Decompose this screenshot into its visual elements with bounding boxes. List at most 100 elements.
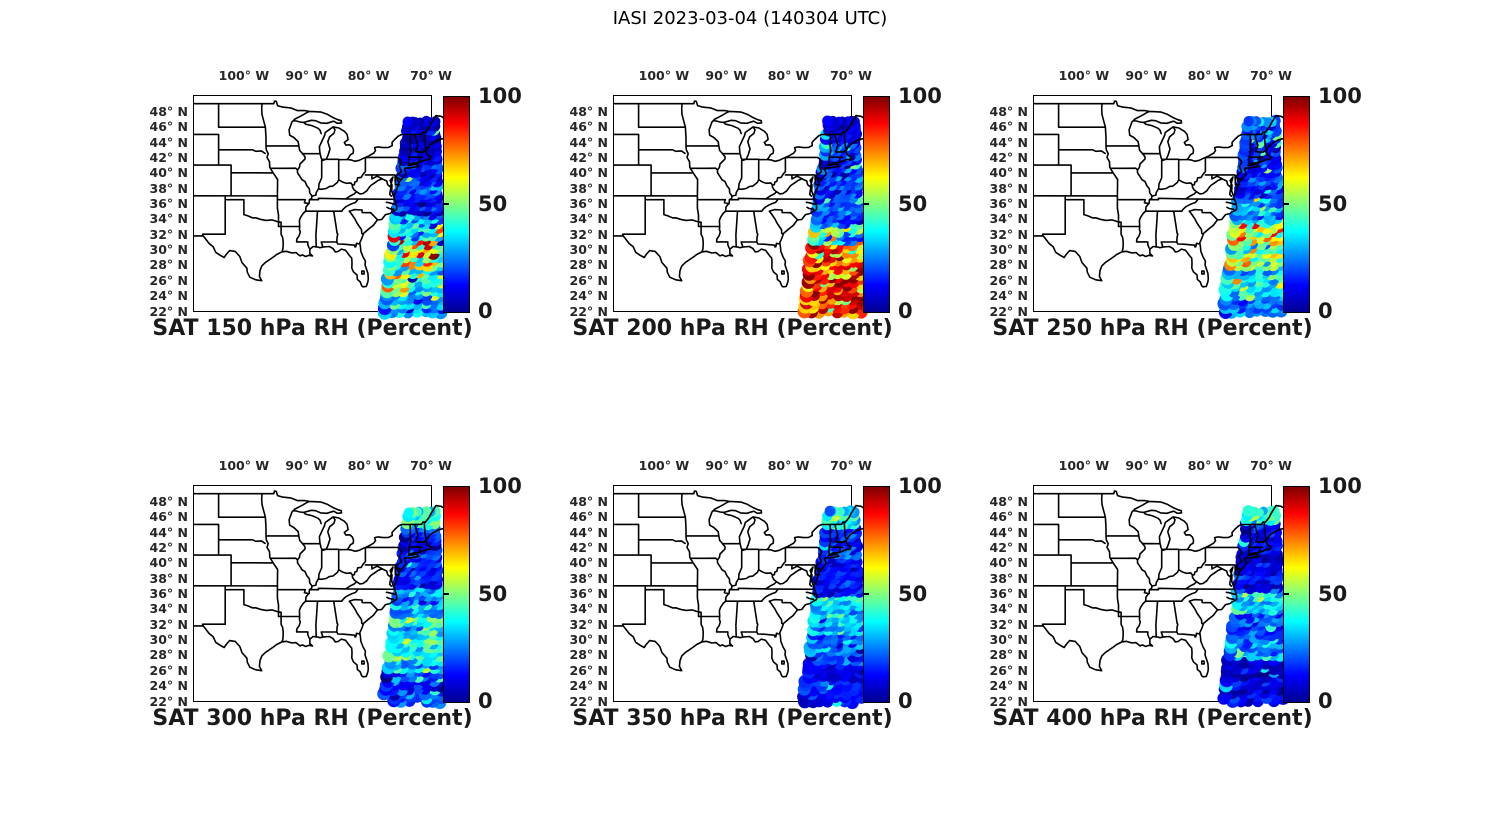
lat-tick-label: 36° N: [149, 196, 188, 211]
state-boundaries: [193, 490, 450, 678]
lat-tick-label: 26° N: [989, 272, 1028, 288]
lon-tick-label: 100° W: [638, 458, 690, 473]
lat-tick-label: 26° N: [569, 272, 608, 288]
lat-tick-label: 40° N: [569, 165, 608, 181]
lat-tick-label: 36° N: [569, 586, 608, 601]
colorbar-tick-label: 100: [898, 474, 942, 498]
lon-tick-label: 100° W: [218, 68, 270, 83]
colorbar-gradient: [443, 96, 470, 313]
lat-tick-label: 26° N: [989, 662, 1028, 678]
lat-tick-label: 22° N: [569, 693, 608, 709]
lat-tick-label: 36° N: [149, 586, 188, 601]
lat-tick-label: 28° N: [569, 647, 608, 663]
lat-tick-label: 28° N: [569, 257, 608, 273]
lat-tick-label: 42° N: [989, 539, 1028, 555]
lat-tick-label: 32° N: [149, 226, 188, 242]
lat-tick-label: 32° N: [149, 616, 188, 632]
lat-tick-label: 34° N: [569, 211, 608, 227]
lat-tick-label: 36° N: [989, 586, 1028, 601]
lat-tick-label: 42° N: [989, 149, 1028, 165]
colorbar-mid-tick: [444, 202, 449, 205]
colorbar-tick-label: 100: [478, 474, 522, 498]
lat-tick-label: 24° N: [569, 678, 608, 694]
lat-tick-label: 38° N: [989, 180, 1028, 196]
lat-tick-label: 24° N: [149, 288, 188, 304]
colorbar-tick-label: 50: [898, 191, 928, 216]
lat-tick-label: 30° N: [149, 632, 188, 648]
lat-tick-label: 22° N: [569, 303, 608, 319]
lat-tick-label: 24° N: [149, 678, 188, 694]
lon-tick-label: 70° W: [830, 458, 872, 473]
lat-tick-label: 42° N: [569, 149, 608, 165]
lat-tick-label: 46° N: [149, 509, 188, 525]
colorbar-gradient: [1283, 486, 1310, 703]
colorbar-gradient: [1283, 96, 1310, 313]
lat-tick-label: 48° N: [989, 103, 1028, 119]
swath-points: [377, 115, 449, 320]
lat-tick-label: 40° N: [989, 555, 1028, 571]
panel-title: SAT 250 hPa RH (Percent): [992, 316, 1313, 341]
colorbar-tick-label: 0: [478, 299, 493, 323]
colorbar-mid-tick: [864, 592, 869, 595]
lat-tick-label: 26° N: [149, 272, 188, 288]
lat-tick-label: 28° N: [149, 257, 188, 273]
colorbar-mid-tick: [1284, 202, 1289, 205]
lat-tick-label: 40° N: [989, 165, 1028, 181]
colorbar-tick-label: 0: [1318, 689, 1333, 713]
footprint-dot: [822, 115, 833, 127]
lon-tick-label: 70° W: [1250, 458, 1292, 473]
lon-tick-label: 80° W: [1187, 68, 1230, 83]
lat-tick-label: 44° N: [989, 134, 1028, 150]
colorbar-tick-label: 50: [478, 191, 508, 216]
footprint-dot: [824, 505, 836, 517]
lat-tick-label: 44° N: [569, 524, 608, 540]
colorbar-mid-tick: [864, 202, 869, 205]
lat-tick-label: 22° N: [149, 693, 188, 709]
footprint-dot: [1242, 505, 1254, 517]
lat-tick-label: 46° N: [569, 509, 608, 525]
lat-tick-label: 36° N: [989, 196, 1028, 211]
lon-tick-label: 70° W: [410, 458, 452, 473]
lat-tick-label: 34° N: [569, 601, 608, 617]
swath-points: [797, 115, 870, 320]
lat-tick-label: 24° N: [569, 288, 608, 304]
map-svg: [1033, 490, 1291, 708]
colorbar-tick-label: 50: [1318, 581, 1348, 606]
lat-tick-label: 34° N: [989, 601, 1028, 617]
map-panel-200: 100° W 90° W 80° W 70° W 48° N 46° N 44° N 42° …: [570, 68, 942, 341]
colorbar-tick-label: 0: [898, 299, 913, 323]
colorbar-tick-label: 0: [1318, 299, 1333, 323]
lat-tick-label: 40° N: [149, 555, 188, 571]
lat-tick-label: 30° N: [989, 632, 1028, 648]
lat-tick-label: 26° N: [569, 662, 608, 678]
lat-tick-label: 34° N: [149, 601, 188, 617]
lon-tick-label: 80° W: [767, 68, 810, 83]
lat-tick-label: 38° N: [149, 180, 188, 196]
map-svg: [1033, 100, 1290, 319]
lon-tick-label: 100° W: [218, 458, 270, 473]
map-svg: [193, 490, 450, 710]
colorbar-mid-tick: [444, 592, 449, 595]
colorbar-tick-label: 100: [1318, 474, 1362, 498]
panel-title: SAT 400 hPa RH (Percent): [992, 706, 1313, 731]
lat-tick-label: 38° N: [989, 570, 1028, 586]
lat-tick-label: 32° N: [989, 616, 1028, 632]
lon-tick-label: 90° W: [705, 458, 748, 473]
map-panel-250: 100° W 90° W 80° W 70° W 48° N 46° N 44° N 42° …: [990, 68, 1362, 341]
footprint-dot: [403, 507, 414, 518]
lat-tick-label: 38° N: [149, 570, 188, 586]
lat-tick-label: 38° N: [569, 570, 608, 586]
lat-tick-label: 36° N: [569, 196, 608, 211]
lat-tick-label: 42° N: [149, 149, 188, 165]
state-boundaries: [613, 100, 870, 288]
colorbar-mid-tick: [1284, 592, 1289, 595]
lat-tick-label: 22° N: [989, 303, 1028, 319]
lat-tick-label: 26° N: [149, 662, 188, 678]
colorbar-tick-label: 0: [898, 689, 913, 713]
lat-tick-label: 34° N: [149, 211, 188, 227]
map-panel-350: 100° W 90° W 80° W 70° W 48° N 46° N 44° N 42° …: [570, 458, 942, 731]
lat-tick-label: 40° N: [569, 555, 608, 571]
lat-tick-label: 46° N: [149, 119, 188, 135]
panel-title: SAT 300 hPa RH (Percent): [152, 706, 473, 731]
